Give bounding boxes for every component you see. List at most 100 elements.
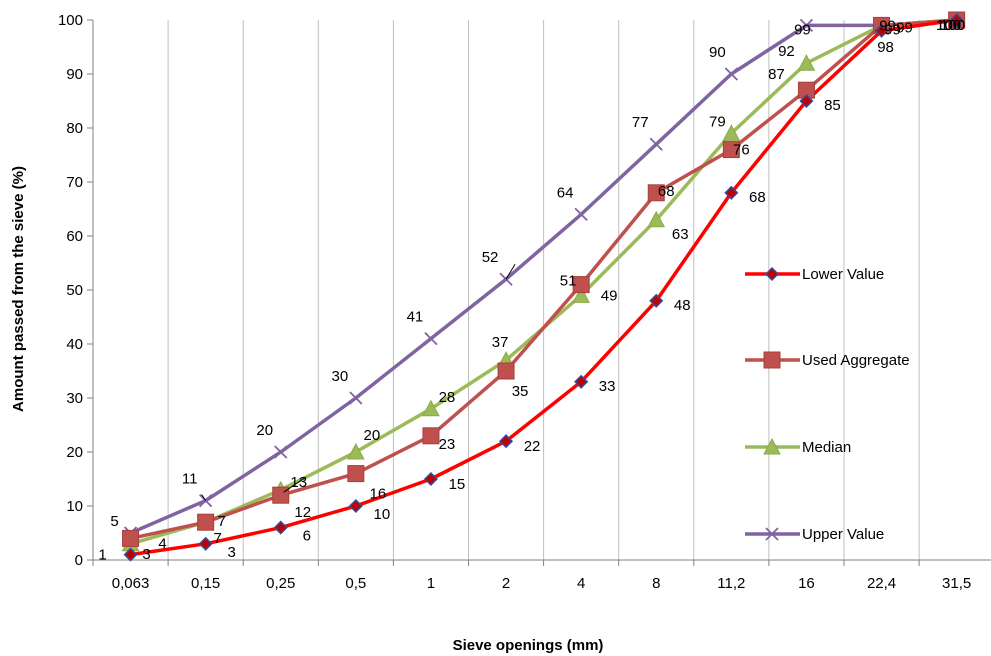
data-label-lower-value: 98 <box>877 39 894 56</box>
series-line-lower-value <box>130 18 957 557</box>
y-tick-labels: 0 10 20 30 40 50 60 70 80 90 100 <box>58 12 83 569</box>
data-label-lower-value: 22 <box>524 438 541 455</box>
data-label-used-aggregate: 4 <box>158 535 166 552</box>
y-tick-label: 10 <box>66 498 83 515</box>
y-tick-label: 0 <box>75 552 83 569</box>
marker-used-aggregate <box>722 141 740 159</box>
data-label-median: 63 <box>672 226 689 243</box>
legend-label: Lower Value <box>802 266 884 283</box>
y-tick-label: 60 <box>66 228 83 245</box>
data-label-median: 37 <box>492 334 509 351</box>
marker-lower-value <box>574 374 589 389</box>
marker-lower-value <box>198 536 213 551</box>
series-line-used-aggregate <box>130 18 957 541</box>
marker-lower-value <box>949 12 964 28</box>
y-tick-label: 100 <box>58 12 83 29</box>
data-label-median: 28 <box>439 389 456 406</box>
data-label-median: 49 <box>601 287 618 304</box>
x-tick-label: 31,5 <box>942 575 971 592</box>
marker-lower-value <box>423 471 439 487</box>
x-tick-label: 0,5 <box>345 575 366 592</box>
marker-upper-value <box>274 445 288 459</box>
leader-line <box>201 494 207 501</box>
x-tick-label: 0,25 <box>266 575 295 592</box>
data-label-lower-value: 15 <box>449 476 466 493</box>
y-tick-label: 70 <box>66 174 83 191</box>
x-tick-label: 0,15 <box>191 575 220 592</box>
data-label-upper-value: 99 <box>794 21 811 38</box>
marker-lower-value <box>799 93 814 109</box>
marker-used-aggregate <box>497 362 515 380</box>
legend: Lower Value Used Aggregate Median Upper Val… <box>745 266 910 543</box>
marker-used-aggregate <box>572 276 590 294</box>
data-label-used-aggregate: 100 <box>940 17 965 34</box>
y-tick-label: 40 <box>66 336 83 353</box>
data-label-lower-value: 85 <box>824 97 841 114</box>
legend-label: Upper Value <box>802 526 884 543</box>
data-label-lower-value: 100 <box>936 17 961 34</box>
data-label-used-aggregate: 76 <box>733 142 750 159</box>
series-group <box>121 10 966 562</box>
data-label-upper-value: 5 <box>110 513 118 530</box>
marker-median <box>647 210 666 228</box>
data-label-upper-value: 99 <box>896 19 913 36</box>
data-label-lower-value: 10 <box>374 506 391 523</box>
marker-upper-value <box>424 331 438 346</box>
x-tick-label: 16 <box>798 575 815 592</box>
data-label-lower-value: 33 <box>599 378 616 395</box>
legend-label: Median <box>802 439 851 456</box>
data-label-median: 3 <box>142 546 150 563</box>
marker-used-aggregate <box>763 351 781 369</box>
x-tick-label: 2 <box>502 575 510 592</box>
marker-lower-value <box>764 266 780 282</box>
data-label-used-aggregate: 99 <box>879 17 896 34</box>
data-label-upper-value: 52 <box>482 249 499 266</box>
data-label-upper-value: 41 <box>407 309 424 326</box>
axes <box>87 19 991 566</box>
leader-line <box>505 263 516 280</box>
marker-lower-value <box>123 547 138 562</box>
marker-lower-value <box>874 23 889 38</box>
x-tick-label: 8 <box>652 575 660 592</box>
data-label-used-aggregate: 87 <box>768 66 785 83</box>
data-label-upper-value: 100 <box>940 17 965 34</box>
marker-median <box>763 437 781 455</box>
data-label-used-aggregate: 16 <box>370 486 387 503</box>
marker-lower-value <box>498 434 514 449</box>
data-label-lower-value: 6 <box>303 528 311 545</box>
data-label-median: 7 <box>213 530 221 547</box>
data-label-lower-value: 1 <box>98 547 106 564</box>
marker-median <box>422 399 440 417</box>
leader-line <box>283 476 307 493</box>
marker-median <box>722 124 741 141</box>
data-label-used-aggregate: 7 <box>217 513 225 530</box>
data-label-upper-value: 90 <box>709 44 726 61</box>
data-label-median: 20 <box>364 427 381 444</box>
data-label-upper-value: 77 <box>632 114 649 131</box>
y-tick-label: 30 <box>66 390 83 407</box>
marker-used-aggregate <box>197 513 215 531</box>
marker-upper-value <box>574 207 588 222</box>
data-label-used-aggregate: 23 <box>439 436 456 453</box>
legend-item-median: Median <box>745 437 851 456</box>
data-labels: 1 361015223348688598100471216233551687687… <box>98 17 965 564</box>
marker-median <box>797 54 816 71</box>
y-tick-label: 50 <box>66 282 83 299</box>
y-tick-label: 90 <box>66 66 83 83</box>
data-label-upper-value: 11 <box>182 471 198 488</box>
y-axis-title: Amount passed from the sieve (%) <box>10 166 27 412</box>
x-tick-labels: 0,063 0,15 0,25 0,5 1 2 4 8 11,2 16 22,4 31,5 <box>112 575 971 592</box>
legend-item-lower-value: Lower Value <box>745 266 884 283</box>
data-label-lower-value: 48 <box>674 297 691 314</box>
y-tick-label: 20 <box>66 444 83 461</box>
marker-lower-value <box>649 293 664 308</box>
series-line-upper-value <box>129 18 957 535</box>
legend-item-used-aggregate: Used Aggregate <box>745 351 910 369</box>
y-tick-label: 80 <box>66 120 83 137</box>
data-label-lower-value: 68 <box>749 189 766 206</box>
data-label-median: 99 <box>884 21 901 38</box>
data-label-upper-value: 64 <box>557 184 574 201</box>
marker-upper-value <box>765 527 779 541</box>
data-label-median: 100 <box>936 17 961 34</box>
marker-used-aggregate <box>347 465 365 483</box>
